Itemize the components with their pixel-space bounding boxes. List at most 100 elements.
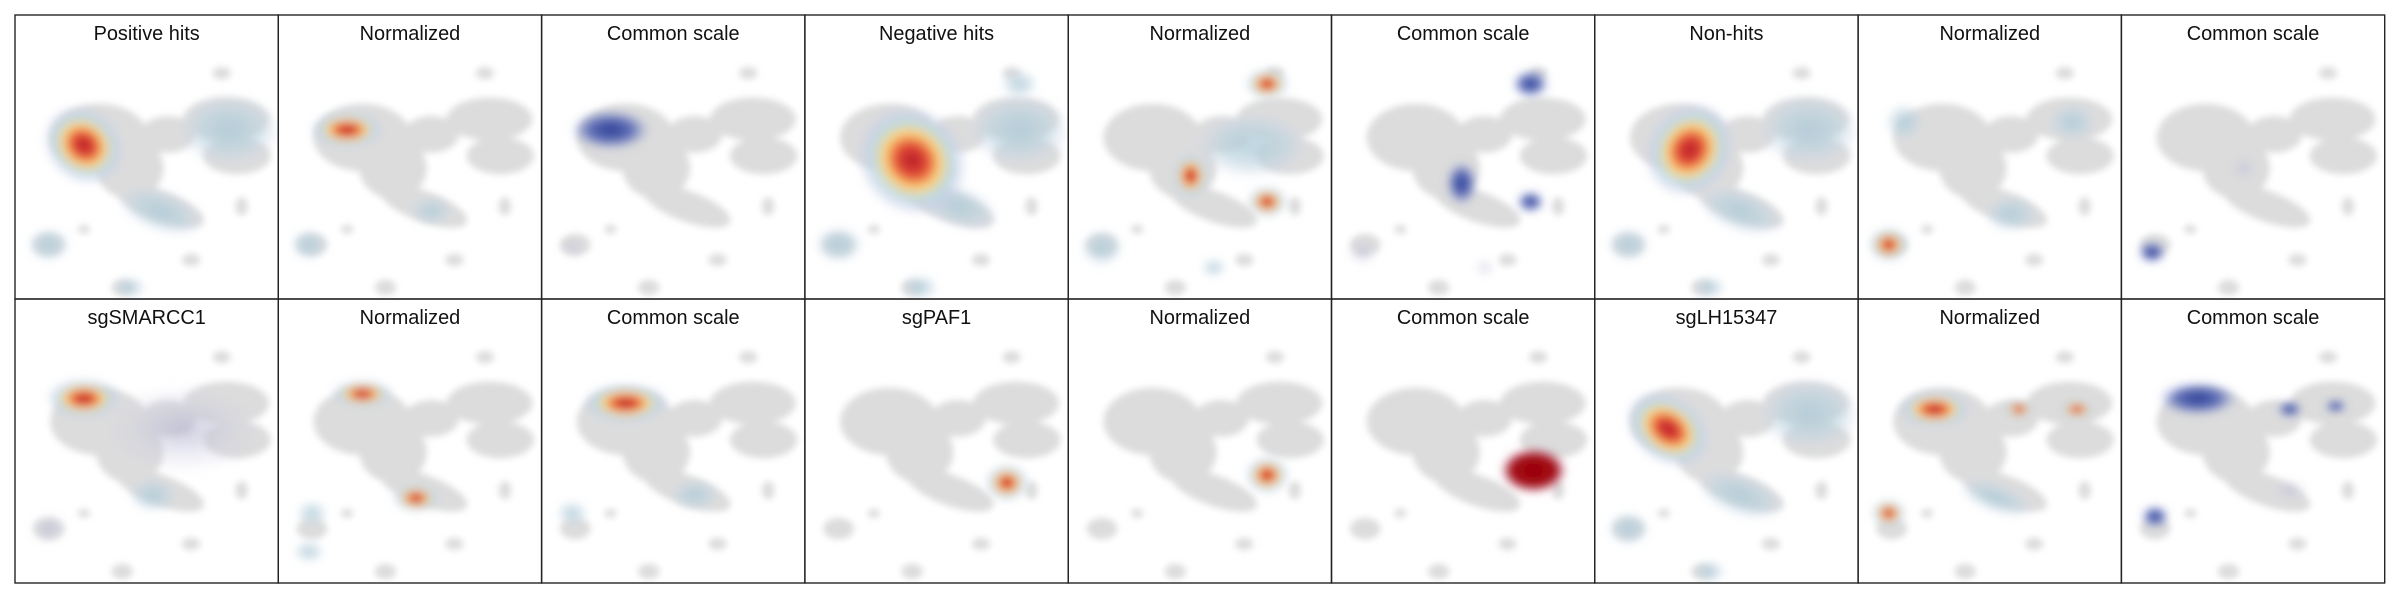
density-hotspot bbox=[47, 378, 121, 419]
panel-title: Common scale bbox=[2187, 307, 2320, 329]
density-hotspot bbox=[1000, 70, 1038, 98]
density-hotspot bbox=[293, 540, 325, 563]
density-hotspot bbox=[1897, 390, 1972, 428]
density-hotspot bbox=[1201, 258, 1226, 277]
density-plot bbox=[1607, 351, 1859, 583]
panel: Non-hits bbox=[1594, 14, 1859, 300]
density-hotspot bbox=[2271, 479, 2309, 502]
density-hotspot bbox=[128, 478, 178, 512]
density-hotspot bbox=[2277, 401, 2303, 417]
panel-title: Common scale bbox=[2187, 23, 2320, 45]
embedding-shape bbox=[1876, 351, 2113, 579]
density-hotspot bbox=[296, 501, 328, 526]
embedding-shape bbox=[1087, 351, 1324, 579]
density-hotspot bbox=[30, 513, 68, 544]
density-hotspot bbox=[1607, 227, 1650, 262]
density-hotspot bbox=[99, 383, 268, 476]
density-hotspot bbox=[1757, 377, 1859, 451]
density-hotspot bbox=[114, 276, 146, 299]
density-plot bbox=[1871, 351, 2114, 579]
panel-title: Negative hits bbox=[879, 23, 994, 45]
embedding-shape bbox=[2140, 67, 2377, 295]
panel: Normalized bbox=[1857, 298, 2123, 584]
panel-title: Normalized bbox=[1939, 23, 2040, 45]
density-hotspot bbox=[2228, 155, 2260, 181]
density-hotspot bbox=[1696, 185, 1785, 237]
density-hotspot bbox=[1247, 186, 1288, 218]
panel-title: Non-hits bbox=[1689, 23, 1763, 45]
density-hotspot bbox=[559, 238, 585, 257]
embedding-shape bbox=[560, 351, 797, 579]
panel-title: Normalized bbox=[1150, 23, 1251, 45]
density-hotspot bbox=[1446, 161, 1477, 205]
embedding-shape bbox=[560, 67, 797, 295]
density-plot bbox=[823, 351, 1060, 579]
density-plot bbox=[293, 351, 534, 579]
density-hotspot bbox=[43, 105, 125, 185]
density-hotspot bbox=[985, 464, 1029, 502]
panel: Common scale bbox=[540, 14, 806, 300]
density-hotspot bbox=[27, 227, 71, 262]
panel: sgPAF1 bbox=[804, 298, 1069, 584]
density-plot bbox=[290, 67, 534, 295]
density-hotspot bbox=[1871, 499, 1906, 528]
density-hotspot bbox=[310, 111, 384, 149]
panel-title: Normalized bbox=[1939, 307, 2040, 329]
density-hotspot bbox=[1644, 102, 1735, 197]
density-hotspot bbox=[1193, 111, 1311, 179]
panel: Common scale bbox=[2120, 14, 2386, 300]
density-plot bbox=[1607, 67, 1859, 299]
panel: Normalized bbox=[1067, 14, 1333, 300]
density-plot bbox=[814, 67, 1069, 299]
panel-title: Normalized bbox=[360, 307, 461, 329]
density-hotspot bbox=[1512, 70, 1549, 98]
density-hotspot bbox=[570, 109, 651, 150]
density-hotspot bbox=[556, 501, 588, 526]
density-hotspot bbox=[901, 275, 939, 299]
density-hotspot bbox=[1475, 259, 1494, 276]
density-plot bbox=[2138, 67, 2377, 295]
panel-title: Common scale bbox=[607, 307, 740, 329]
density-hotspot bbox=[1245, 68, 1289, 100]
density-hotspot bbox=[1245, 456, 1289, 494]
panel-title: Common scale bbox=[1397, 23, 1530, 45]
embedding-shape bbox=[823, 351, 1060, 579]
density-hotspot bbox=[1607, 511, 1650, 546]
density-hotspot bbox=[177, 93, 279, 167]
density-plot bbox=[30, 351, 270, 579]
density-hotspot bbox=[670, 479, 720, 511]
density-hotspot bbox=[1625, 390, 1711, 468]
density-hotspot bbox=[116, 185, 205, 237]
panel-title: Common scale bbox=[607, 23, 740, 45]
panel: sgSMARCC1 bbox=[14, 298, 279, 584]
density-hotspot bbox=[290, 229, 328, 260]
panel-title: sgLH15347 bbox=[1676, 307, 1778, 329]
panel: Common scale bbox=[540, 298, 806, 584]
density-plot bbox=[1346, 67, 1587, 295]
density-hotspot bbox=[2158, 381, 2238, 416]
density-hotspot bbox=[331, 380, 394, 408]
density-hotspot bbox=[2047, 103, 2097, 141]
panel: Normalized bbox=[277, 298, 543, 584]
density-hotspot bbox=[1868, 227, 1909, 262]
density-hotspot bbox=[1694, 276, 1725, 299]
panel-border bbox=[2120, 298, 2386, 584]
density-hotspot bbox=[1346, 240, 1378, 265]
panel: Common scale bbox=[2120, 298, 2386, 584]
panel-title: Common scale bbox=[1397, 307, 1530, 329]
panel: Normalized bbox=[1857, 14, 2123, 300]
embedding-shape bbox=[1876, 67, 2113, 295]
density-hotspot bbox=[2141, 505, 2169, 528]
density-plot bbox=[1350, 351, 1587, 579]
panel: Common scale bbox=[1330, 298, 1596, 584]
panel-title: Normalized bbox=[1150, 307, 1251, 329]
density-hotspot bbox=[393, 484, 440, 512]
panel: Common scale bbox=[1330, 14, 1596, 300]
density-hotspot bbox=[967, 93, 1069, 167]
density-hotspot bbox=[1172, 152, 1210, 199]
density-hotspot bbox=[1696, 469, 1785, 521]
panel-title: Normalized bbox=[360, 23, 461, 45]
density-hotspot bbox=[2324, 400, 2347, 413]
density-hotspot bbox=[409, 197, 453, 225]
